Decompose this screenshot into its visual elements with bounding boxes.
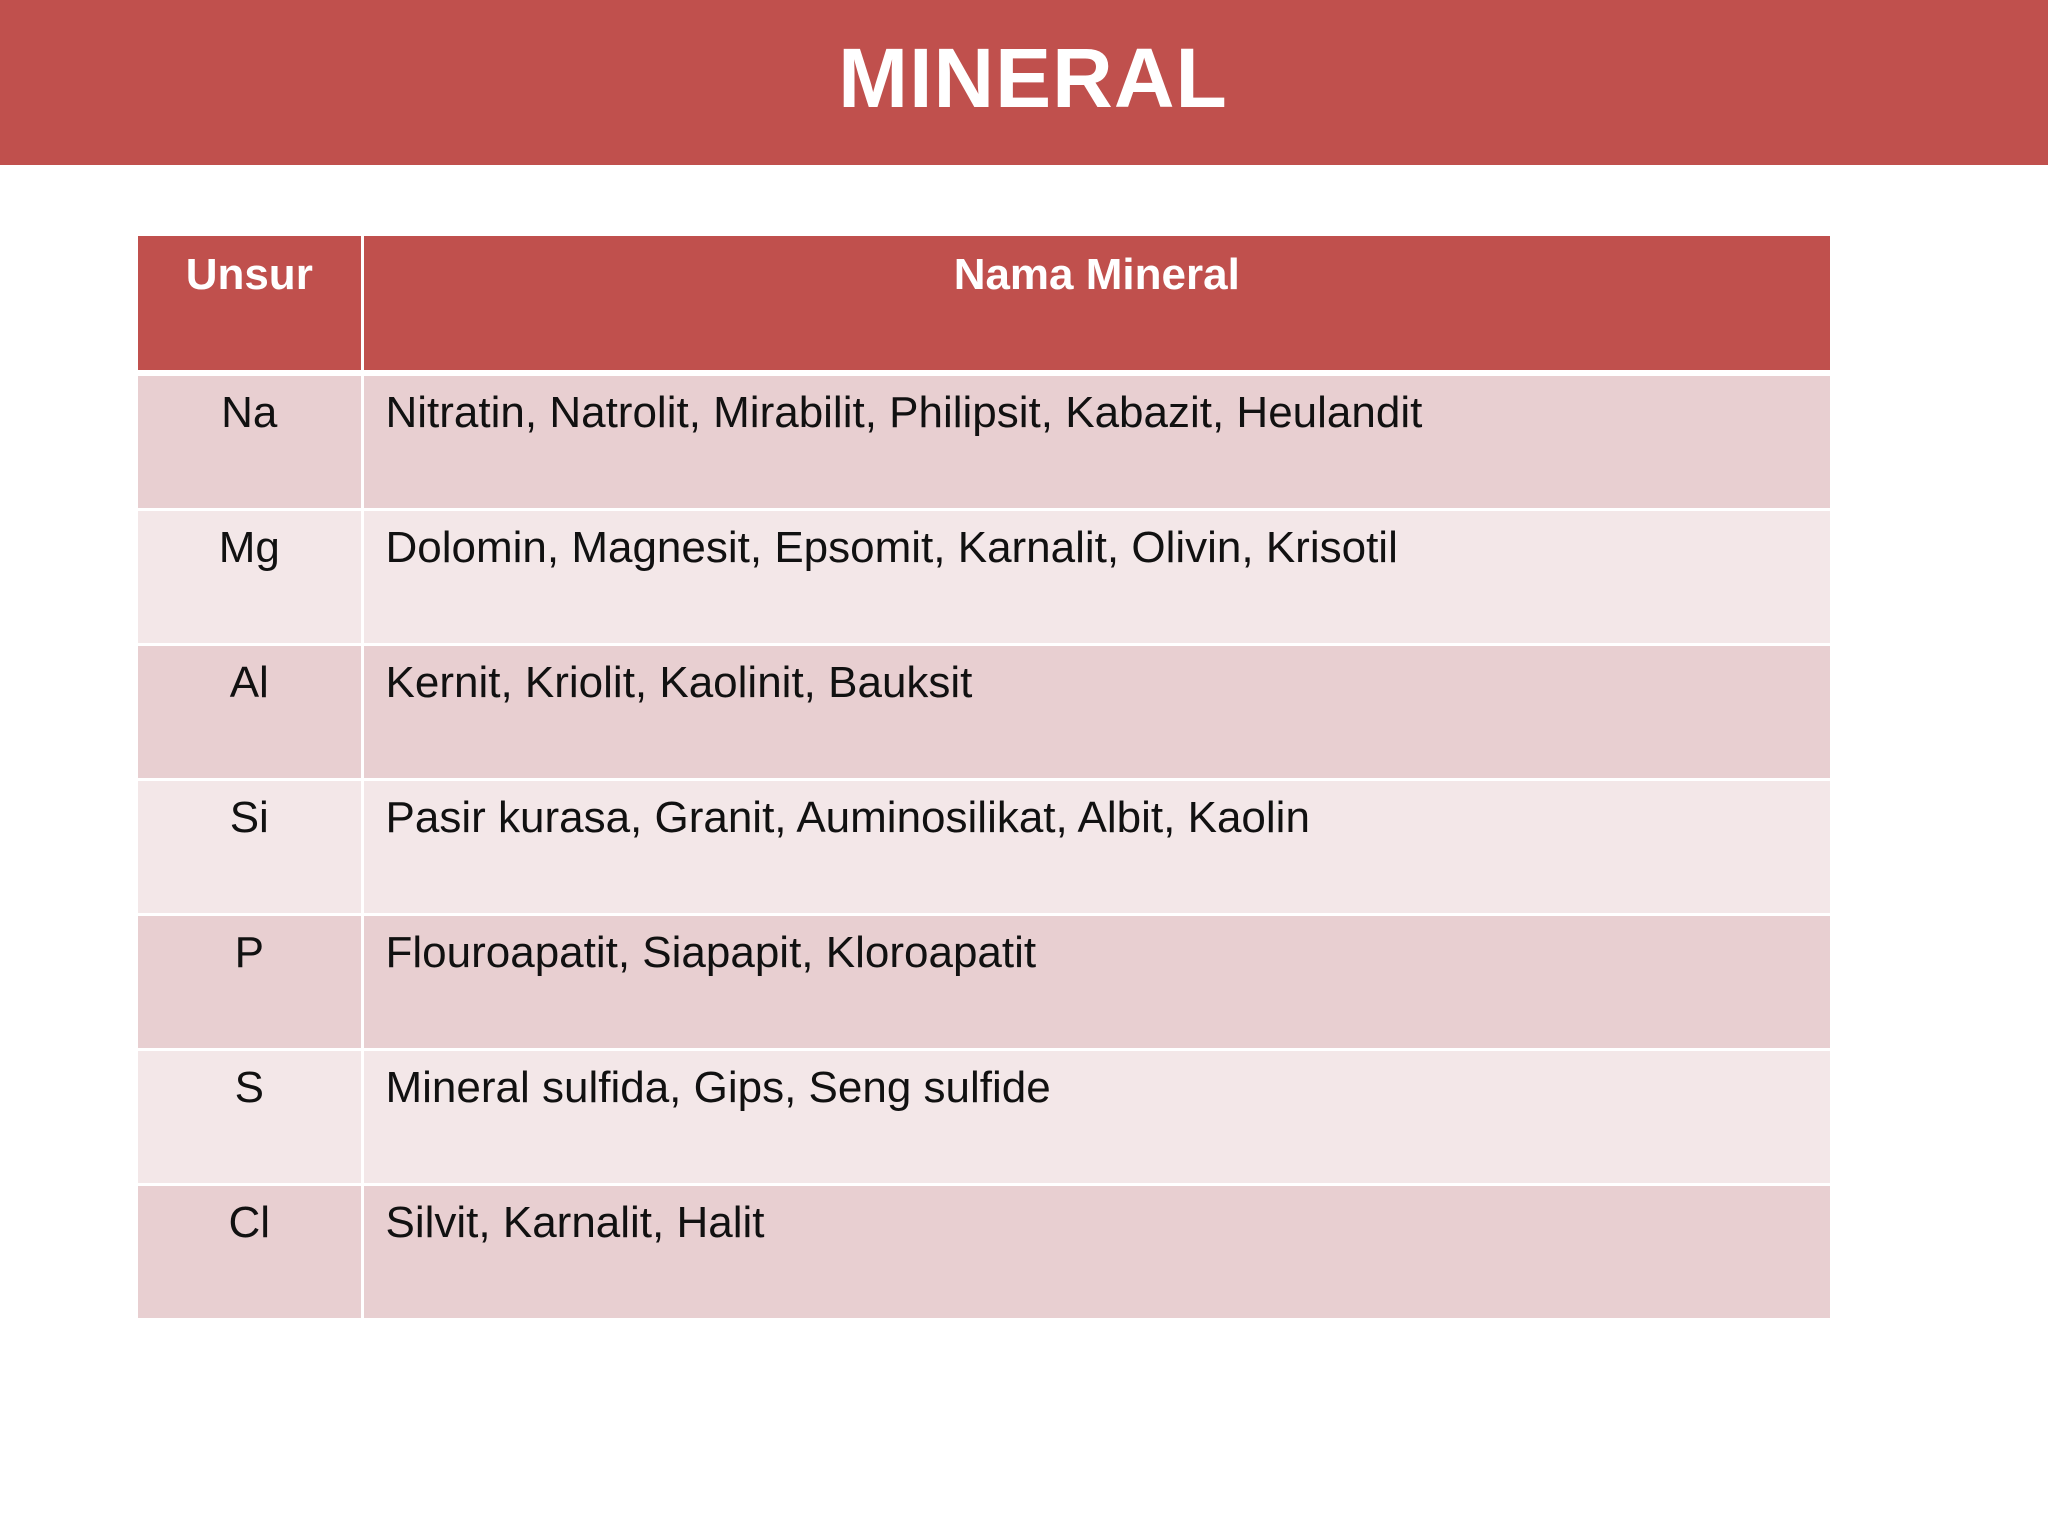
- table-row: Al Kernit, Kriolit, Kaolinit, Bauksit: [138, 644, 1830, 781]
- unsur-cell: Cl: [138, 1184, 364, 1321]
- header-nama-mineral: Nama Mineral: [362, 236, 1830, 376]
- unsur-cell: S: [138, 1049, 364, 1186]
- nama-mineral-cell: Flouroapatit, Siapapit, Kloroapatit: [362, 914, 1830, 1051]
- nama-mineral-cell: Mineral sulfida, Gips, Seng sulfide: [362, 1049, 1830, 1186]
- table-header: Unsur Nama Mineral: [138, 236, 1830, 376]
- unsur-cell: Na: [138, 373, 364, 511]
- header-unsur: Unsur: [138, 236, 364, 376]
- unsur-cell: Mg: [138, 509, 364, 646]
- table-row: S Mineral sulfida, Gips, Seng sulfide: [138, 1049, 1830, 1186]
- table-row: Cl Silvit, Karnalit, Halit: [138, 1184, 1830, 1321]
- nama-mineral-cell: Silvit, Karnalit, Halit: [362, 1184, 1830, 1321]
- table-row: Mg Dolomin, Magnesit, Epsomit, Karnalit,…: [138, 509, 1830, 646]
- unsur-cell: Si: [138, 779, 364, 916]
- nama-mineral-cell: Pasir kurasa, Granit, Auminosilikat, Alb…: [362, 779, 1830, 916]
- nama-mineral-cell: Dolomin, Magnesit, Epsomit, Karnalit, Ol…: [362, 509, 1830, 646]
- mineral-table: Unsur Nama Mineral Na Nitratin, Natrolit…: [138, 236, 1830, 1321]
- title-band: MINERAL: [0, 0, 2048, 165]
- nama-mineral-cell: Nitratin, Natrolit, Mirabilit, Philipsit…: [362, 373, 1830, 511]
- table-row: P Flouroapatit, Siapapit, Kloroapatit: [138, 914, 1830, 1051]
- header-row: Unsur Nama Mineral: [138, 236, 1830, 376]
- unsur-cell: Al: [138, 644, 364, 781]
- slide-title: MINERAL: [838, 31, 1228, 125]
- unsur-cell: P: [138, 914, 364, 1051]
- table-row: Na Nitratin, Natrolit, Mirabilit, Philip…: [138, 373, 1830, 511]
- table-row: Si Pasir kurasa, Granit, Auminosilikat, …: [138, 779, 1830, 916]
- nama-mineral-cell: Kernit, Kriolit, Kaolinit, Bauksit: [362, 644, 1830, 781]
- table-body: Na Nitratin, Natrolit, Mirabilit, Philip…: [138, 373, 1830, 1321]
